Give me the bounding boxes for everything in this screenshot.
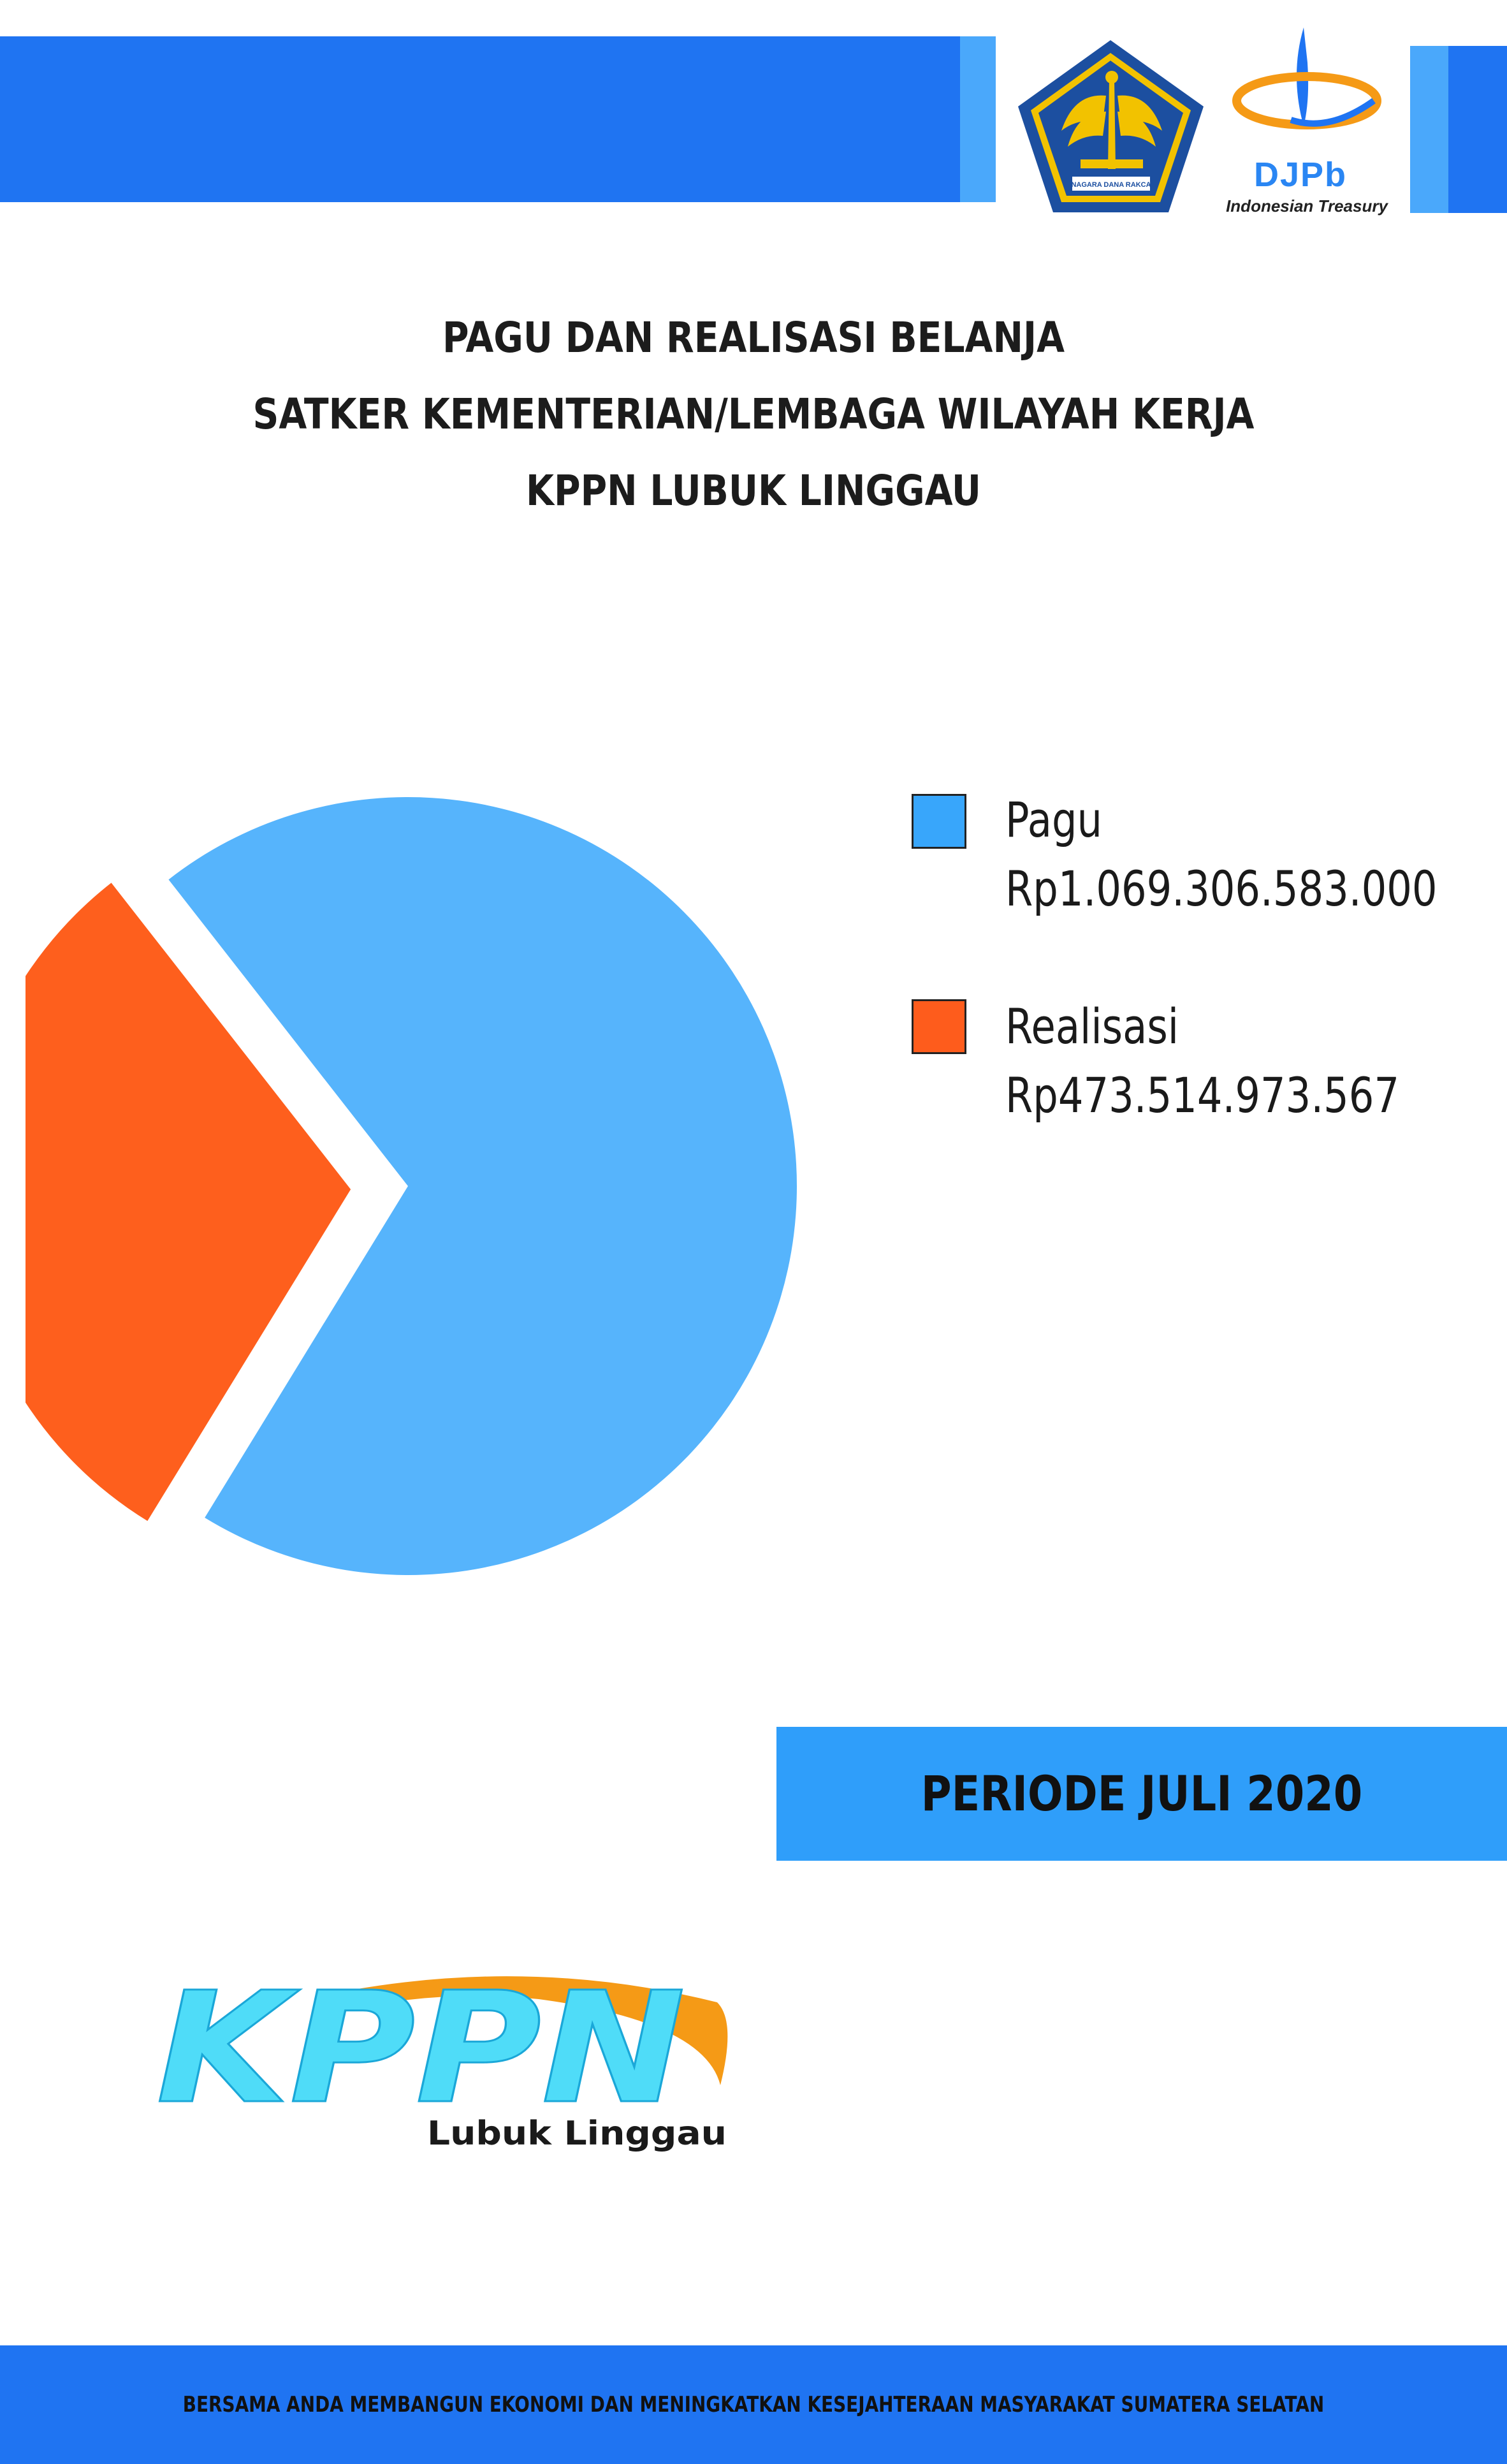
djpb-name: DJPb xyxy=(1254,156,1348,194)
kemenkeu-motto: NAGARA DANA RAKCA xyxy=(1071,181,1151,189)
title-line-1: PAGU DAN REALISASI BELANJA xyxy=(442,313,1065,362)
period-label: PERIODE JULI 2020 xyxy=(921,1765,1363,1822)
pie-chart xyxy=(25,797,797,1575)
footer-tagline: BERSAMA ANDA MEMBANGUN EKONOMI DAN MENIN… xyxy=(182,2392,1325,2417)
page-title: PAGU DAN REALISASI BELANJA SATKER KEMENT… xyxy=(105,300,1401,529)
kemenkeu-logo: NAGARA DANA RAKCA xyxy=(1018,40,1204,212)
footer-bar: BERSAMA ANDA MEMBANGUN EKONOMI DAN MENIN… xyxy=(0,2345,1507,2464)
legend-label-pagu: Pagu xyxy=(1005,791,1103,848)
legend-entry-realisasi: Realisasi Rp473.514.973.567 xyxy=(1005,992,1399,1130)
legend-value-realisasi: Rp473.514.973.567 xyxy=(1005,1067,1400,1124)
kppn-logo-subtext: Lubuk Linggau xyxy=(427,2115,727,2153)
kppn-lubuk-linggau-logo: KPPN Lubuk Linggau xyxy=(156,1964,728,2153)
pie-slice-realisasi xyxy=(25,883,351,1522)
legend-swatch-pagu xyxy=(912,794,966,849)
title-line-2: SATKER KEMENTERIAN/LEMBAGA WILAYAH KERJA xyxy=(252,390,1255,439)
legend-entry-pagu: Pagu Rp1.069.306.583.000 xyxy=(1005,786,1438,923)
djpb-swoosh-icon xyxy=(1232,27,1381,129)
djpb-subtitle: Indonesian Treasury xyxy=(1226,196,1388,216)
legend-value-pagu: Rp1.069.306.583.000 xyxy=(1005,860,1438,917)
header-bar-accent xyxy=(960,36,996,202)
header-right-bar xyxy=(1448,46,1507,213)
period-banner: PERIODE JULI 2020 xyxy=(776,1727,1507,1861)
kppn-logo-text: KPPN xyxy=(156,1964,685,2138)
header-bar xyxy=(0,36,960,202)
legend-swatch-realisasi xyxy=(912,999,966,1054)
header-right-accent xyxy=(1410,46,1448,213)
djpb-logo: DJPb Indonesian Treasury xyxy=(1214,24,1399,219)
legend-label-realisasi: Realisasi xyxy=(1005,998,1179,1055)
title-line-3: KPPN LUBUK LINGGAU xyxy=(525,466,982,515)
pie-slice-pagu xyxy=(168,797,797,1575)
